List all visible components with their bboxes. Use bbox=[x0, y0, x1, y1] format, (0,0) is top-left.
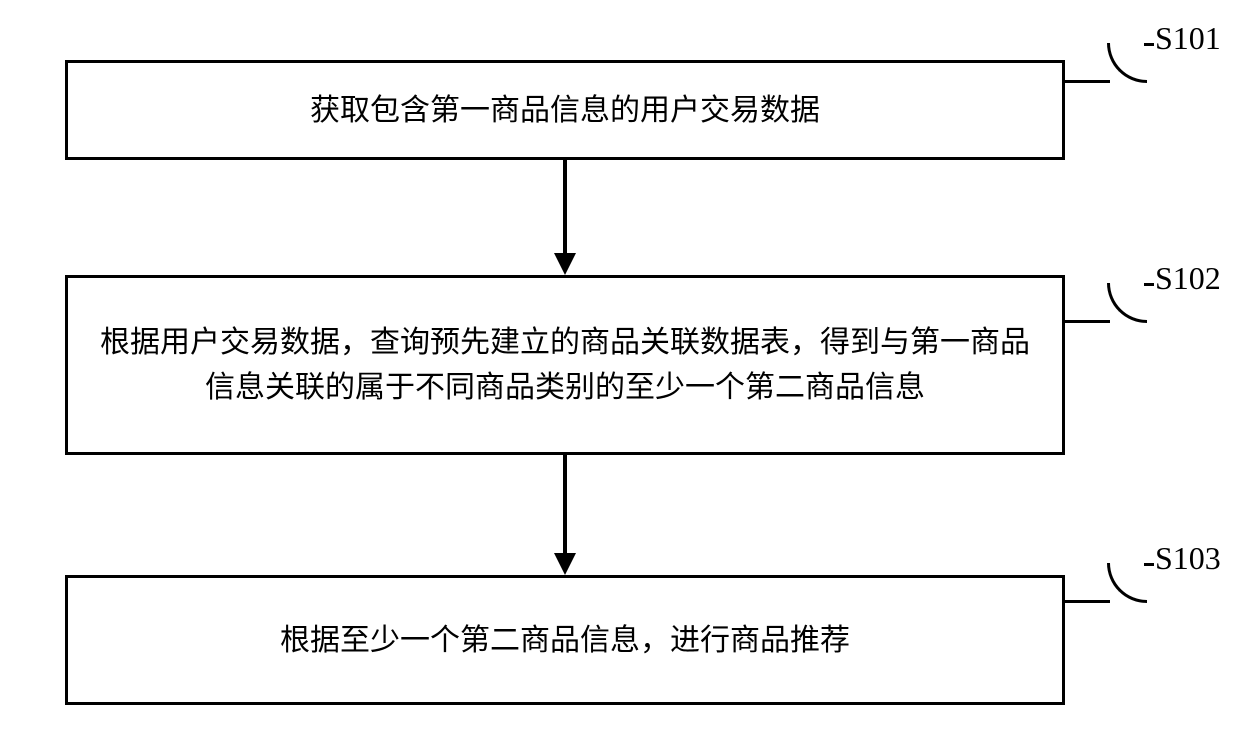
callout-line bbox=[1065, 320, 1110, 323]
callout-line bbox=[1144, 283, 1154, 286]
flowchart-step-1-text: 获取包含第一商品信息的用户交易数据 bbox=[310, 88, 820, 133]
flowchart-step-1: 获取包含第一商品信息的用户交易数据 bbox=[65, 60, 1065, 160]
arrow-2-3 bbox=[563, 455, 567, 553]
callout-curve bbox=[1107, 43, 1147, 83]
flowchart-canvas: 获取包含第一商品信息的用户交易数据 S101 根据用户交易数据，查询预先建立的商… bbox=[0, 0, 1240, 741]
callout-line bbox=[1065, 600, 1110, 603]
callout-curve bbox=[1107, 283, 1147, 323]
callout-curve bbox=[1107, 563, 1147, 603]
arrow-1-2 bbox=[563, 160, 567, 253]
step-label-1: S101 bbox=[1155, 20, 1221, 57]
flowchart-step-3-text: 根据至少一个第二商品信息，进行商品推荐 bbox=[280, 618, 850, 663]
flowchart-step-3: 根据至少一个第二商品信息，进行商品推荐 bbox=[65, 575, 1065, 705]
step-label-2: S102 bbox=[1155, 260, 1221, 297]
flowchart-step-2: 根据用户交易数据，查询预先建立的商品关联数据表，得到与第一商品信息关联的属于不同… bbox=[65, 275, 1065, 455]
step-label-3: S103 bbox=[1155, 540, 1221, 577]
callout-line bbox=[1144, 43, 1154, 46]
arrow-head-icon bbox=[554, 553, 576, 575]
callout-line bbox=[1065, 80, 1110, 83]
callout-line bbox=[1144, 563, 1154, 566]
flowchart-step-2-text: 根据用户交易数据，查询预先建立的商品关联数据表，得到与第一商品信息关联的属于不同… bbox=[98, 320, 1032, 410]
arrow-head-icon bbox=[554, 253, 576, 275]
